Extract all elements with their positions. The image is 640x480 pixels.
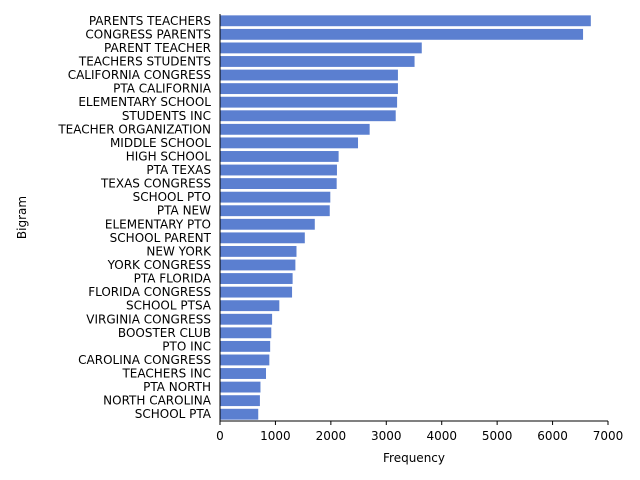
category-label: YORK CONGRESS [107,258,211,272]
bar [220,178,337,190]
bar [220,245,297,257]
bar [220,56,415,67]
x-tick-label: 6000 [537,429,568,443]
category-label: CAROLINA CONGRESS [78,353,211,367]
bar [220,327,272,339]
category-label: PARENTS TEACHERS [89,14,211,28]
category-label: PTA TEXAS [146,163,211,177]
x-tick-label: 3000 [371,429,402,443]
category-label: ELEMENTARY PTO [105,217,211,231]
bar [220,28,584,40]
category-label: NORTH CAROLINA [103,394,212,408]
category-label: SCHOOL PTO [133,190,211,204]
category-label: BOOSTER CLUB [118,326,211,340]
bar [220,123,370,135]
x-tick-label: 2000 [316,429,347,443]
x-axis-ticks: 0 1000 2000 3000 4000 5000 6000 7000 [216,421,623,443]
bar [220,218,315,230]
category-label: FLORIDA CONGRESS [88,285,211,299]
category-label: SCHOOL PARENT [110,231,212,245]
category-label: PARENT TEACHER [104,41,211,55]
x-tick-label: 0 [216,429,224,443]
bar [220,137,359,149]
category-label: TEACHER ORGANIZATION [57,122,211,136]
bar [220,69,398,81]
bar [220,340,271,352]
bar [220,354,270,366]
x-tick-label: 7000 [593,429,624,443]
category-label: PTA NEW [157,204,211,218]
category-label: STUDENTS INC [122,109,211,123]
category-label: CALIFORNIA CONGRESS [68,68,211,82]
bar [220,286,293,298]
category-label: HIGH SCHOOL [126,149,212,163]
category-label: NEW YORK [146,244,212,258]
bar [220,273,293,284]
bar [220,96,398,108]
bar [220,300,280,312]
bar [220,313,273,325]
category-label: PTO INC [162,339,211,353]
category-label: SCHOOL PTSA [126,299,212,313]
category-label: PTA FLORIDA [134,272,212,286]
x-axis-title: Frequency [383,451,445,465]
bar [220,381,261,393]
category-label: MIDDLE SCHOOL [110,136,211,150]
bar [220,151,339,162]
bars-group [220,15,591,420]
bar [220,164,337,176]
category-label: VIRGINIA CONGRESS [86,312,211,326]
category-label: PTA NORTH [143,380,211,394]
category-label: TEACHERS STUDENTS [78,54,211,68]
y-axis-title: Bigram [15,196,29,239]
bar [220,259,296,271]
category-label: CONGRESS PARENTS [85,27,211,41]
bar [220,368,267,379]
category-label: ELEMENTARY SCHOOL [78,95,211,109]
category-label: PTA CALIFORNIA [113,82,212,96]
bar [220,395,260,407]
category-label: TEACHERS INC [121,367,211,381]
category-label: TEXAS CONGRESS [100,177,211,191]
bar [220,408,259,420]
bar [220,205,330,217]
x-tick-label: 5000 [482,429,513,443]
category-label: SCHOOL PTA [135,407,212,421]
bar [220,191,331,203]
bar [220,110,396,122]
bar [220,15,591,27]
bar [220,83,398,95]
x-tick-label: 4000 [426,429,457,443]
bar [220,232,305,244]
x-tick-label: 1000 [260,429,291,443]
bar [220,42,422,54]
